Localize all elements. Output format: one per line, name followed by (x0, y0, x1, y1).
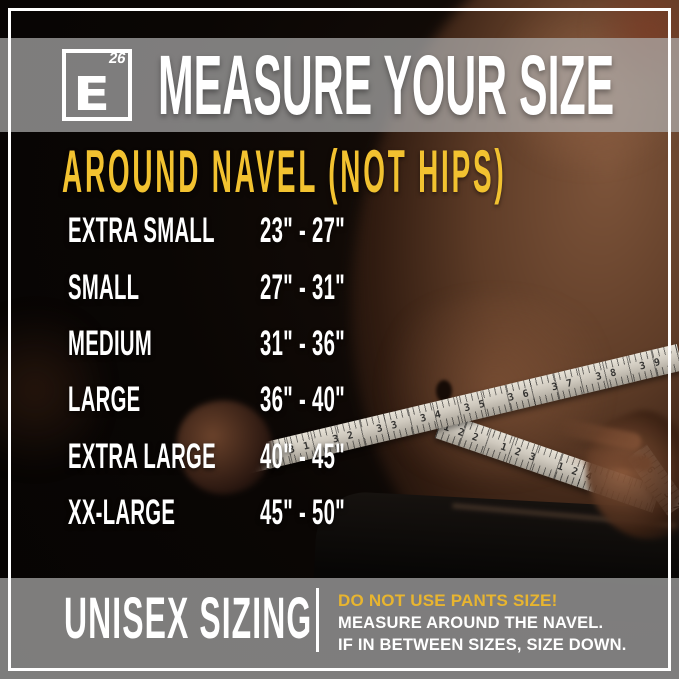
table-row: SMALL 27" - 31" (68, 260, 648, 316)
size-range: 27" - 31" (260, 267, 346, 307)
page-title: MEASURE YOUR SIZE (158, 38, 615, 132)
unisex-sizing-label: UNISEX SIZING (64, 586, 313, 651)
size-label: LARGE (68, 380, 141, 420)
size-label: EXTRA LARGE (68, 436, 216, 476)
left-arm-shadow (0, 295, 100, 485)
size-label: XX-LARGE (68, 493, 176, 533)
brand-logo: E 26 (62, 49, 132, 121)
header-band: E 26 MEASURE YOUR SIZE (0, 38, 679, 132)
size-range: 36" - 40" (260, 380, 346, 420)
size-range: 23" - 27" (260, 211, 346, 251)
brand-logo-number: 26 (107, 50, 128, 67)
table-row: LARGE 36" - 40" (68, 373, 648, 429)
size-range: 45" - 50" (260, 493, 346, 533)
vertical-divider (316, 588, 319, 652)
pants-size-warning: DO NOT USE PANTS SIZE! (338, 591, 558, 610)
size-label: EXTRA SMALL (68, 211, 215, 251)
sizing-notes: DO NOT USE PANTS SIZE! MEASURE AROUND TH… (338, 590, 627, 656)
table-row: XX-LARGE 45" - 50" (68, 486, 648, 542)
navel-shape (436, 380, 452, 402)
table-row: EXTRA SMALL 23" - 27" (68, 204, 648, 260)
footer-band: UNISEX SIZING DO NOT USE PANTS SIZE! MEA… (0, 578, 679, 679)
table-row: MEDIUM 31" - 36" (68, 317, 648, 373)
note-size-down: IF IN BETWEEN SIZES, SIZE DOWN. (338, 636, 627, 654)
subheading: AROUND NAVEL (NOT HIPS) (62, 138, 507, 205)
table-row: EXTRA LARGE 40" - 45" (68, 430, 648, 486)
brand-logo-letter: E (73, 67, 111, 121)
size-label: SMALL (68, 267, 140, 307)
size-range: 31" - 36" (260, 324, 346, 364)
note-measure-navel: MEASURE AROUND THE NAVEL. (338, 614, 604, 632)
size-table: EXTRA SMALL 23" - 27" SMALL 27" - 31" ME… (68, 204, 648, 542)
size-range: 40" - 45" (260, 436, 346, 476)
size-label: MEDIUM (68, 324, 153, 364)
